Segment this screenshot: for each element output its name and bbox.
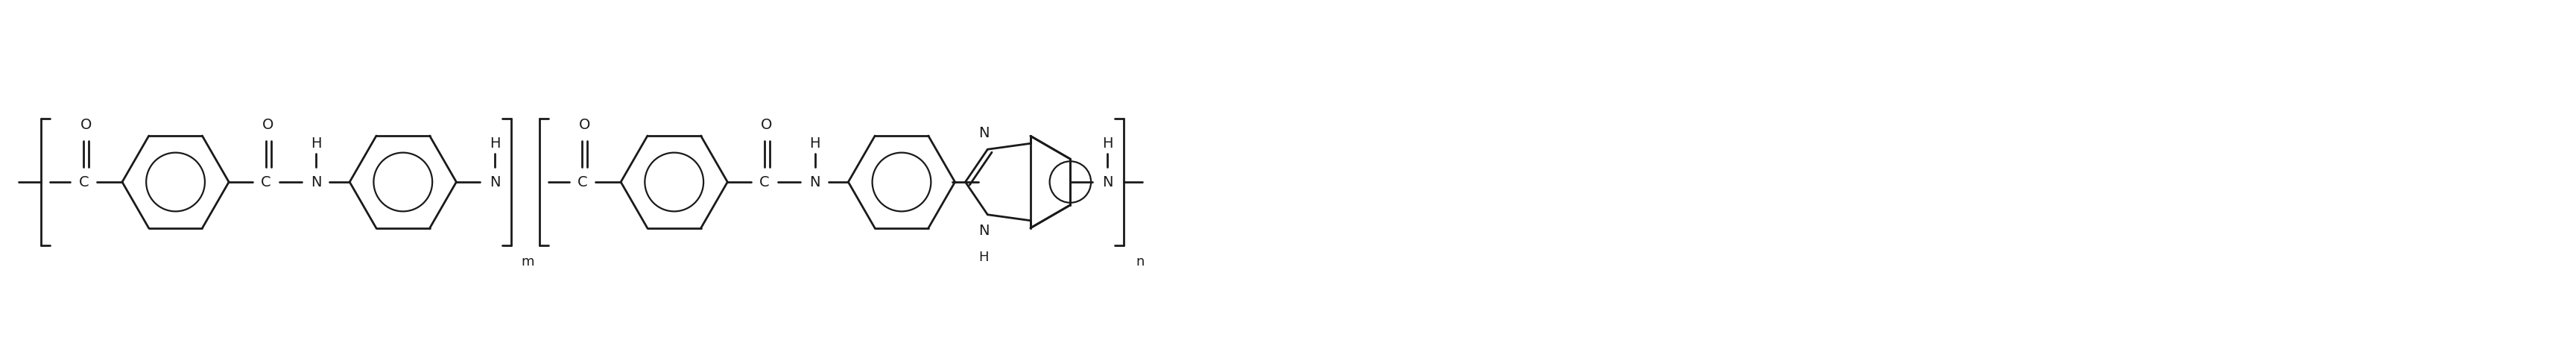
- Text: n: n: [1136, 256, 1144, 269]
- Text: C: C: [760, 175, 770, 189]
- Text: H: H: [312, 136, 322, 151]
- Text: N: N: [312, 175, 322, 189]
- Text: O: O: [580, 118, 590, 132]
- Text: H: H: [809, 136, 819, 151]
- Text: C: C: [260, 175, 270, 189]
- Text: H: H: [979, 251, 989, 264]
- Text: O: O: [760, 118, 773, 132]
- Text: C: C: [80, 175, 88, 189]
- Text: O: O: [263, 118, 273, 132]
- Text: N: N: [1103, 175, 1113, 189]
- Text: H: H: [1103, 136, 1113, 151]
- Text: O: O: [80, 118, 93, 132]
- Text: N: N: [979, 126, 989, 140]
- Text: m: m: [520, 256, 533, 269]
- Text: N: N: [809, 175, 819, 189]
- Text: N: N: [979, 224, 989, 238]
- Text: H: H: [489, 136, 500, 151]
- Text: N: N: [489, 175, 500, 189]
- Text: C: C: [577, 175, 587, 189]
